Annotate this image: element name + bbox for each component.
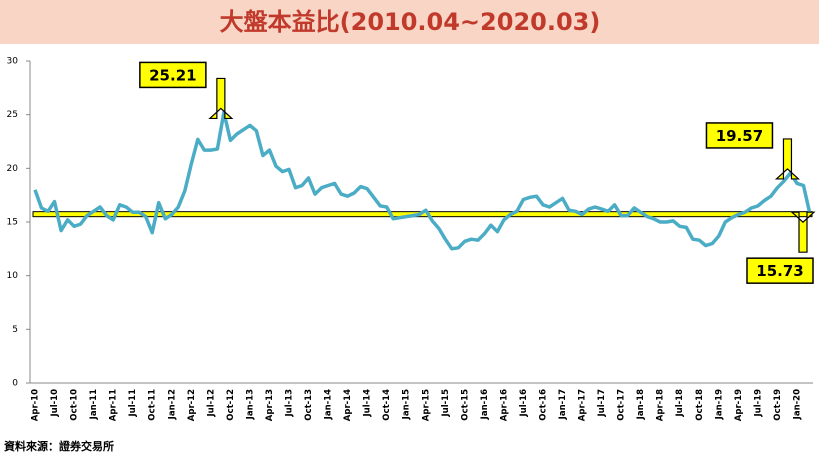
x-tick-label: Jul-14: [363, 389, 373, 418]
x-tick-label: Apr-18: [656, 389, 666, 421]
y-tick-label: 25: [7, 110, 18, 120]
x-tick-label: Apr-11: [109, 389, 119, 421]
x-tick-label: Jul-16: [519, 389, 529, 418]
annotation-arrow: [790, 211, 816, 253]
x-tick-label: Jul-18: [675, 389, 685, 418]
y-tick-label: 0: [12, 379, 18, 389]
x-tick-label: Oct-18: [695, 389, 705, 421]
x-tick-label: Jul-15: [441, 389, 451, 418]
x-tick-label: Jan-13: [245, 389, 255, 420]
x-tick-label: Oct-10: [70, 389, 80, 421]
y-tick-label: 5: [12, 325, 18, 335]
annotation-arrow: [208, 77, 234, 120]
annotation-label: 15.73: [756, 262, 803, 280]
x-tick-label: Jan-17: [558, 389, 568, 420]
x-tick-label: Jul-17: [597, 389, 607, 418]
annotation-box: [139, 61, 207, 89]
y-tick-label: 10: [7, 271, 19, 281]
x-tick-label: Jan-19: [714, 389, 724, 420]
x-tick-label: Apr-14: [343, 389, 353, 421]
x-tick-label: Apr-15: [421, 389, 431, 421]
y-tick-label: 30: [7, 57, 19, 67]
x-tick-label: Jan-18: [636, 389, 646, 420]
x-tick-label: Jan-20: [792, 389, 802, 420]
y-tick-label: 20: [7, 164, 19, 174]
x-tick-label: Oct-13: [304, 389, 314, 421]
x-tick-label: Oct-12: [226, 389, 236, 421]
title-band: [0, 0, 819, 44]
x-tick-label: Jan-11: [89, 389, 99, 420]
x-tick-label: Oct-14: [382, 389, 392, 421]
x-tick-label: Apr-17: [578, 389, 588, 421]
x-tick-label: Jan-14: [324, 389, 334, 420]
x-tick-label: Apr-12: [187, 389, 197, 421]
x-tick-label: Apr-16: [499, 389, 509, 421]
x-tick-label: Oct-16: [538, 389, 548, 421]
x-tick-label: Jan-12: [167, 389, 177, 420]
annotation-box: [705, 122, 774, 149]
annotation-box: [746, 257, 814, 284]
annotation-arrow: [774, 138, 801, 180]
x-tick-label: Apr-19: [734, 389, 744, 421]
x-tick-label: Jul-10: [50, 389, 60, 418]
x-tick-label: Jul-19: [753, 389, 763, 418]
pe-line: [33, 110, 812, 251]
x-tick-label: Apr-10: [31, 389, 41, 421]
x-tick-label: Jan-16: [480, 389, 490, 420]
x-tick-label: Jul-11: [128, 389, 138, 418]
x-tick-label: Oct-15: [460, 389, 470, 421]
chart-title: 大盤本益比(2010.04~2020.03): [220, 8, 601, 36]
x-tick-label: Apr-13: [265, 389, 275, 421]
source: 資料來源：證券交易所: [4, 439, 114, 453]
x-tick-label: Jan-15: [402, 389, 412, 420]
annotation-label: 19.57: [716, 127, 763, 145]
annotation-label: 25.21: [149, 66, 196, 84]
x-tick-label: Jul-12: [206, 389, 216, 418]
y-tick-label: 15: [7, 218, 18, 228]
x-tick-label: Oct-17: [617, 389, 627, 421]
x-tick-label: Oct-19: [773, 389, 783, 421]
x-tick-label: Jul-13: [284, 389, 294, 418]
x-tick-label: Oct-11: [148, 389, 158, 421]
